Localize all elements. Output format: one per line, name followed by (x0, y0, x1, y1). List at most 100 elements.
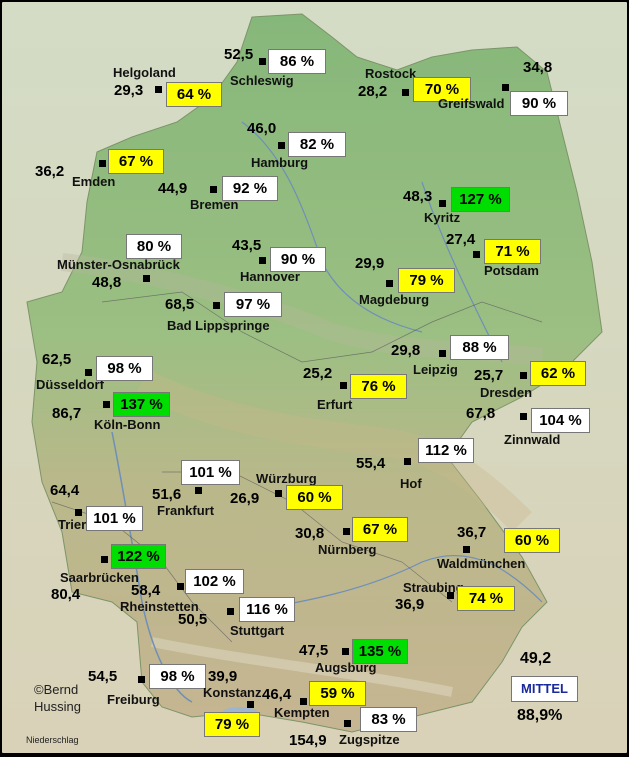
station-percent-rheinstetten: 102 % (185, 569, 244, 594)
station-marker-helgoland (155, 86, 162, 93)
station-marker-bad-lippspringe (213, 302, 220, 309)
station-value-potsdam: 27,4 (446, 231, 476, 248)
station-name-schleswig: Schleswig (230, 73, 294, 88)
station-name-kyritz: Kyritz (424, 210, 461, 225)
station-value-zugspitze: 154,9 (289, 732, 327, 749)
station-percent-kyritz: 127 % (451, 187, 510, 212)
station-value-duesseldorf: 62,5 (42, 351, 72, 368)
station-name-emden: Emden (72, 174, 116, 189)
station-marker-zugspitze (344, 720, 351, 727)
station-marker-kyritz (439, 200, 446, 207)
station-name-hannover: Hannover (240, 269, 300, 284)
mittel-label: MITTEL (511, 676, 578, 702)
station-marker-saarbruecken (101, 556, 108, 563)
station-name-helgoland: Helgoland (113, 65, 176, 80)
station-name-leipzig: Leipzig (413, 362, 458, 377)
station-marker-magdeburg (386, 280, 393, 287)
station-percent-hamburg: 82 % (288, 132, 346, 157)
station-percent-freiburg: 98 % (149, 664, 206, 689)
station-percent-augsburg: 135 % (352, 639, 408, 664)
station-marker-schleswig (259, 58, 266, 65)
station-value-freiburg: 54,5 (88, 668, 118, 685)
station-marker-greifswald (502, 84, 509, 91)
station-value-wuerzburg: 26,9 (230, 490, 260, 507)
station-marker-leipzig (439, 350, 446, 357)
station-value-trier: 64,4 (50, 482, 80, 499)
station-marker-rostock (402, 89, 409, 96)
station-name-greifswald: Greifswald (438, 96, 505, 111)
station-value-kyritz: 48,3 (403, 188, 433, 205)
station-percent-kempten: 59 % (309, 681, 366, 706)
station-name-waldmuenchen: Waldmünchen (437, 556, 526, 571)
station-value-augsburg: 47,5 (299, 642, 329, 659)
station-marker-frankfurt (195, 487, 202, 494)
station-name-koeln-bonn: Köln-Bonn (94, 417, 161, 432)
station-percent-hof: 112 % (418, 438, 474, 463)
station-marker-waldmuenchen (463, 546, 470, 553)
station-name-rheinstetten: Rheinstetten (120, 599, 199, 614)
station-percent-leipzig: 88 % (450, 335, 509, 360)
station-name-straubing: Straubing (403, 580, 464, 595)
station-percent-koeln-bonn: 137 % (113, 392, 170, 417)
station-name-zugspitze: Zugspitze (339, 732, 400, 747)
station-name-duesseldorf: Düsseldorf (36, 377, 104, 392)
station-value-magdeburg: 29,9 (355, 255, 385, 272)
mittel-value: 49,2 (520, 650, 552, 667)
credit-line-2: Hussing (34, 699, 81, 714)
station-value-leipzig: 29,8 (391, 342, 421, 359)
station-name-hof: Hof (400, 476, 422, 491)
station-marker-hannover (259, 257, 266, 264)
station-marker-bremen (210, 186, 217, 193)
station-value-schleswig: 52,5 (224, 46, 254, 63)
station-name-erfurt: Erfurt (317, 397, 353, 412)
station-value-hof: 55,4 (356, 455, 386, 472)
station-name-muenster-osnabrueck: Münster-Osnabrück (57, 257, 180, 272)
station-value-konstanz: 39,9 (208, 668, 238, 685)
station-value-nuernberg: 30,8 (295, 525, 325, 542)
station-value-muenster-osnabrueck: 48,8 (92, 274, 122, 291)
station-value-saarbruecken: 80,4 (51, 586, 81, 603)
station-marker-emden (99, 160, 106, 167)
station-marker-hof (404, 458, 411, 465)
station-value-dresden: 25,7 (474, 367, 504, 384)
station-percent-bremen: 92 % (222, 176, 278, 201)
station-value-bremen: 44,9 (158, 180, 188, 197)
station-value-straubing: 36,9 (395, 596, 425, 613)
station-name-hamburg: Hamburg (251, 155, 309, 170)
station-percent-hannover: 90 % (270, 247, 326, 272)
station-percent-emden: 67 % (108, 149, 164, 174)
station-value-rostock: 28,2 (358, 83, 388, 100)
station-marker-zinnwald (520, 413, 527, 420)
station-marker-rheinstetten (177, 583, 184, 590)
station-name-freiburg: Freiburg (107, 692, 160, 707)
station-marker-kempten (300, 698, 307, 705)
station-value-greifswald: 34,8 (523, 59, 553, 76)
station-marker-konstanz (247, 701, 254, 708)
station-value-rheinstetten: 58,4 (131, 582, 161, 599)
station-value-koeln-bonn: 86,7 (52, 405, 82, 422)
station-value-zinnwald: 67,8 (466, 405, 496, 422)
station-marker-augsburg (342, 648, 349, 655)
station-marker-koeln-bonn (103, 401, 110, 408)
station-name-potsdam: Potsdam (484, 263, 539, 278)
station-percent-stuttgart: 116 % (239, 597, 295, 622)
station-percent-greifswald: 90 % (510, 91, 568, 116)
station-percent-schleswig: 86 % (268, 49, 326, 74)
station-percent-erfurt: 76 % (350, 374, 407, 399)
station-value-hannover: 43,5 (232, 237, 262, 254)
station-value-erfurt: 25,2 (303, 365, 333, 382)
station-value-hamburg: 46,0 (247, 120, 277, 137)
station-percent-konstanz: 79 % (204, 712, 260, 737)
station-percent-waldmuenchen: 60 % (504, 528, 560, 553)
station-marker-wuerzburg (275, 490, 282, 497)
station-name-konstanz: Konstanz (203, 685, 262, 700)
station-marker-freiburg (138, 676, 145, 683)
station-marker-duesseldorf (85, 369, 92, 376)
station-name-zinnwald: Zinnwald (504, 432, 561, 447)
station-percent-duesseldorf: 98 % (96, 356, 153, 381)
station-percent-potsdam: 71 % (484, 239, 541, 264)
station-name-kempten: Kempten (274, 705, 330, 720)
station-percent-wuerzburg: 60 % (286, 485, 343, 510)
station-value-waldmuenchen: 36,7 (457, 524, 487, 541)
